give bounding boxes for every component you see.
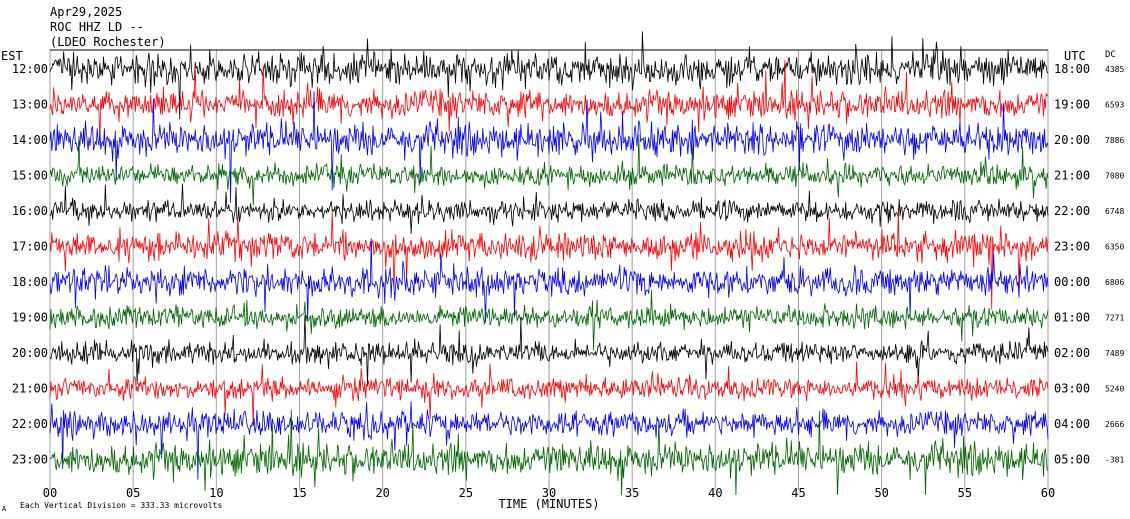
trace-2300 — [49, 409, 1049, 496]
footer-scale-note: Each Vertical Division = 333.33 microvol… — [20, 501, 222, 510]
dc-value: 4385 — [1105, 65, 1124, 74]
x-axis-label: TIME (MINUTES) — [498, 497, 599, 511]
seismic-traces — [49, 31, 1049, 496]
grid-lines — [49, 50, 1049, 490]
utc-label: 04:00 — [1054, 417, 1090, 431]
est-label: 14:00 — [12, 133, 48, 147]
x-tick-label: 50 — [874, 486, 888, 500]
x-tick-label: 25 — [459, 486, 473, 500]
est-label: 23:00 — [12, 453, 48, 467]
header-station: ROC HHZ LD -- — [50, 20, 144, 34]
utc-label: 05:00 — [1054, 453, 1090, 467]
est-label: 16:00 — [12, 204, 48, 218]
x-tick-label: 30 — [542, 486, 556, 500]
est-label: 17:00 — [12, 240, 48, 254]
x-tick-label: 45 — [791, 486, 805, 500]
utc-hour-labels: 18:00 19:00 20:00 21:00 22:00 23:00 00:00 01:00… — [1054, 62, 1090, 467]
trace-1600 — [49, 183, 1049, 234]
est-label: 19:00 — [12, 311, 48, 325]
est-label: 21:00 — [12, 382, 48, 396]
utc-label: 00:00 — [1054, 275, 1090, 289]
trace-1700 — [49, 207, 1049, 310]
utc-label: 20:00 — [1054, 133, 1090, 147]
est-label: 18:00 — [12, 275, 48, 289]
trace-2100 — [49, 361, 1049, 427]
dc-value: 7489 — [1105, 349, 1124, 358]
dc-value: 5240 — [1105, 385, 1124, 394]
dc-value: 6748 — [1105, 207, 1124, 216]
x-tick-labels: 00 05 10 15 20 25 30 35 40 45 50 55 60 — [43, 486, 1055, 500]
trace-2000 — [49, 314, 1049, 387]
utc-label: 23:00 — [1054, 240, 1090, 254]
header-location: (LDEO Rochester) — [50, 35, 166, 49]
dc-header-label: DC — [1105, 50, 1116, 60]
x-tick-label: 10 — [209, 486, 223, 500]
x-tick-label: 60 — [1041, 486, 1055, 500]
trace-1500 — [49, 134, 1049, 206]
corner-logo-mark: A — [2, 505, 7, 513]
x-tick-label: 05 — [126, 486, 140, 500]
est-label: 12:00 — [12, 62, 48, 76]
dc-value: 7271 — [1105, 314, 1124, 323]
trace-1900 — [49, 289, 1049, 351]
x-tick-label: 35 — [625, 486, 639, 500]
utc-label: 02:00 — [1054, 346, 1090, 360]
trace-1200 — [49, 31, 1049, 120]
right-timezone-label: UTC — [1064, 49, 1086, 63]
trace-1300 — [49, 60, 1049, 141]
dc-value: 6806 — [1105, 278, 1124, 287]
est-label: 20:00 — [12, 346, 48, 360]
x-tick-label: 55 — [958, 486, 972, 500]
dc-value: -381 — [1105, 456, 1124, 465]
utc-label: 22:00 — [1054, 204, 1090, 218]
dc-value: 7080 — [1105, 172, 1124, 181]
dc-offset-labels: 4385 6593 7886 7080 6748 6350 6806 7271 7489 5240… — [1105, 65, 1124, 465]
x-tick-label: 00 — [43, 486, 57, 500]
x-tick-label: 40 — [708, 486, 722, 500]
dc-value: 7886 — [1105, 136, 1124, 145]
dc-value: 2666 — [1105, 420, 1124, 429]
dc-value: 6350 — [1105, 243, 1124, 252]
x-tick-label: 15 — [292, 486, 306, 500]
est-label: 15:00 — [12, 169, 48, 183]
x-tick-label: 20 — [375, 486, 389, 500]
trace-1800 — [49, 238, 1049, 323]
dc-value: 6593 — [1105, 101, 1124, 110]
trace-2200 — [49, 401, 1049, 480]
est-label: 13:00 — [12, 98, 48, 112]
utc-label: 01:00 — [1054, 311, 1090, 325]
utc-label: 18:00 — [1054, 62, 1090, 76]
utc-label: 19:00 — [1054, 98, 1090, 112]
est-hour-labels: 12:00 13:00 14:00 15:00 16:00 17:00 18:00 19:00… — [12, 62, 48, 467]
utc-label: 21:00 — [1054, 169, 1090, 183]
est-label: 22:00 — [12, 417, 48, 431]
header-date: Apr29,2025 — [50, 5, 122, 19]
left-timezone-label: EST — [1, 49, 23, 63]
utc-label: 03:00 — [1054, 382, 1090, 396]
trace-1400 — [49, 91, 1049, 203]
